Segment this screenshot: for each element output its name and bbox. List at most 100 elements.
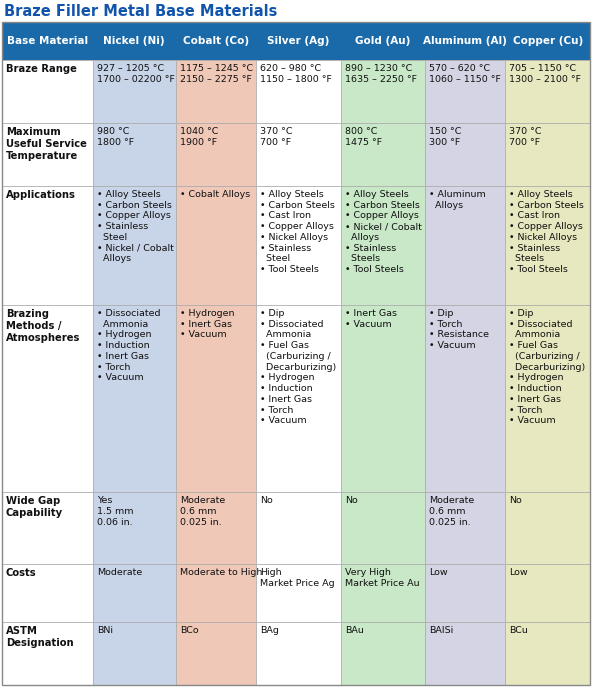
Text: Base Material: Base Material [7, 36, 88, 46]
Bar [425, 60, 506, 123]
Bar [341, 564, 425, 622]
Text: Cobalt (Co): Cobalt (Co) [183, 36, 249, 46]
Text: Moderate
0.6 mm
0.025 in.: Moderate 0.6 mm 0.025 in. [180, 496, 225, 527]
Text: 705 – 1150 °C
1300 – 2100 °F: 705 – 1150 °C 1300 – 2100 °F [510, 65, 581, 85]
Text: 620 – 980 °C
1150 – 1800 °F: 620 – 980 °C 1150 – 1800 °F [260, 65, 332, 85]
Bar [506, 305, 590, 493]
Bar [176, 305, 256, 493]
Bar [2, 493, 93, 564]
Bar [2, 305, 93, 493]
Text: Wide Gap
Capability: Wide Gap Capability [6, 496, 63, 518]
Bar [506, 185, 590, 305]
Bar [425, 185, 506, 305]
Bar [2, 185, 93, 305]
Bar [256, 305, 341, 493]
Bar [2, 123, 93, 185]
Text: • Dip
• Dissociated
  Ammonia
• Fuel Gas
  (Carburizing /
  Decarburizing)
• Hyd: • Dip • Dissociated Ammonia • Fuel Gas (… [510, 309, 585, 425]
Bar [341, 185, 425, 305]
Bar [176, 60, 256, 123]
Text: BNi: BNi [96, 626, 112, 635]
Bar [341, 305, 425, 493]
Bar [176, 493, 256, 564]
Text: Brazing
Methods /
Atmospheres: Brazing Methods / Atmospheres [6, 309, 81, 343]
Bar [256, 123, 341, 185]
Text: 150 °C
300 °F: 150 °C 300 °F [429, 127, 462, 147]
Text: 370 °C
700 °F: 370 °C 700 °F [260, 127, 292, 147]
Text: BAg: BAg [260, 626, 279, 635]
Bar [93, 305, 176, 493]
Text: • Hydrogen
• Inert Gas
• Vacuum: • Hydrogen • Inert Gas • Vacuum [180, 309, 234, 339]
Text: Yes
1.5 mm
0.06 in.: Yes 1.5 mm 0.06 in. [96, 496, 133, 527]
Text: Costs: Costs [6, 567, 37, 578]
Bar [341, 60, 425, 123]
Bar [93, 493, 176, 564]
Text: 370 °C
700 °F: 370 °C 700 °F [510, 127, 542, 147]
Bar [425, 123, 506, 185]
Text: Low: Low [429, 567, 448, 577]
Bar [341, 493, 425, 564]
Text: No: No [345, 496, 358, 505]
Text: • Inert Gas
• Vacuum: • Inert Gas • Vacuum [345, 309, 397, 328]
Bar [176, 622, 256, 685]
Text: Aluminum (Al): Aluminum (Al) [423, 36, 507, 46]
Bar [93, 564, 176, 622]
Text: 570 – 620 °C
1060 – 1150 °F: 570 – 620 °C 1060 – 1150 °F [429, 65, 501, 85]
Bar [506, 123, 590, 185]
Text: ASTM
Designation: ASTM Designation [6, 626, 73, 648]
Text: Moderate
0.6 mm
0.025 in.: Moderate 0.6 mm 0.025 in. [429, 496, 474, 527]
Text: 980 °C
1800 °F: 980 °C 1800 °F [96, 127, 134, 147]
Bar [93, 185, 176, 305]
Text: Maximum
Useful Service
Temperature: Maximum Useful Service Temperature [6, 127, 87, 161]
Text: Nickel (Ni): Nickel (Ni) [104, 36, 165, 46]
Text: • Alloy Steels
• Carbon Steels
• Copper Alloys
• Nickel / Cobalt
  Alloys
• Stai: • Alloy Steels • Carbon Steels • Copper … [345, 190, 422, 274]
Bar [506, 493, 590, 564]
Bar [425, 622, 506, 685]
Text: BCu: BCu [510, 626, 528, 635]
Text: Copper (Cu): Copper (Cu) [513, 36, 583, 46]
Text: BAISi: BAISi [429, 626, 453, 635]
Bar [256, 564, 341, 622]
Text: • Dip
• Dissociated
  Ammonia
• Fuel Gas
  (Carburizing /
  Decarburizing)
• Hyd: • Dip • Dissociated Ammonia • Fuel Gas (… [260, 309, 336, 425]
Bar [93, 123, 176, 185]
Bar [2, 22, 590, 60]
Text: Braze Filler Metal Base Materials: Braze Filler Metal Base Materials [4, 4, 278, 19]
Bar [425, 564, 506, 622]
Text: 800 °C
1475 °F: 800 °C 1475 °F [345, 127, 382, 147]
Text: Applications: Applications [6, 190, 76, 200]
Bar [2, 60, 93, 123]
Bar [256, 493, 341, 564]
Text: Moderate: Moderate [96, 567, 142, 577]
Text: Moderate to High: Moderate to High [180, 567, 262, 577]
Text: 890 – 1230 °C
1635 – 2250 °F: 890 – 1230 °C 1635 – 2250 °F [345, 65, 417, 85]
Text: High
Market Price Ag: High Market Price Ag [260, 567, 335, 587]
Text: 1175 – 1245 °C
2150 – 2275 °F: 1175 – 1245 °C 2150 – 2275 °F [180, 65, 253, 85]
Bar [256, 185, 341, 305]
Bar [506, 564, 590, 622]
Text: Very High
Market Price Au: Very High Market Price Au [345, 567, 419, 587]
Text: • Alloy Steels
• Carbon Steels
• Cast Iron
• Copper Alloys
• Nickel Alloys
• Sta: • Alloy Steels • Carbon Steels • Cast Ir… [260, 190, 335, 274]
Bar [341, 622, 425, 685]
Bar [93, 60, 176, 123]
Bar [2, 622, 93, 685]
Bar [176, 185, 256, 305]
Text: • Dip
• Torch
• Resistance
• Vacuum: • Dip • Torch • Resistance • Vacuum [429, 309, 489, 350]
Text: No: No [260, 496, 273, 505]
Text: Gold (Au): Gold (Au) [355, 36, 411, 46]
Bar [341, 123, 425, 185]
Text: • Dissociated
  Ammonia
• Hydrogen
• Induction
• Inert Gas
• Torch
• Vacuum: • Dissociated Ammonia • Hydrogen • Induc… [96, 309, 160, 383]
Text: BCo: BCo [180, 626, 198, 635]
Text: BAu: BAu [345, 626, 363, 635]
Bar [256, 622, 341, 685]
Text: 1040 °C
1900 °F: 1040 °C 1900 °F [180, 127, 218, 147]
Bar [2, 564, 93, 622]
Bar [425, 493, 506, 564]
Bar [176, 123, 256, 185]
Text: • Alloy Steels
• Carbon Steels
• Copper Alloys
• Stainless
  Steel
• Nickel / Co: • Alloy Steels • Carbon Steels • Copper … [96, 190, 173, 263]
Text: • Cobalt Alloys: • Cobalt Alloys [180, 190, 250, 199]
Bar [506, 60, 590, 123]
Bar [256, 60, 341, 123]
Text: Silver (Ag): Silver (Ag) [267, 36, 330, 46]
Text: Braze Range: Braze Range [6, 65, 77, 74]
Bar [506, 622, 590, 685]
Text: • Alloy Steels
• Carbon Steels
• Cast Iron
• Copper Alloys
• Nickel Alloys
• Sta: • Alloy Steels • Carbon Steels • Cast Ir… [510, 190, 584, 274]
